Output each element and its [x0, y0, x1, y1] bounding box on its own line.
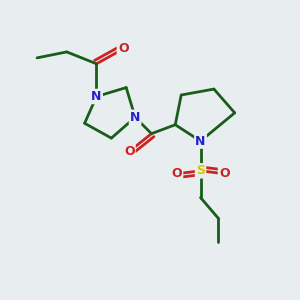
Text: O: O — [219, 167, 230, 180]
Text: S: S — [196, 164, 205, 177]
Text: N: N — [130, 111, 140, 124]
Text: N: N — [195, 135, 206, 148]
Text: N: N — [91, 90, 102, 103]
Text: O: O — [171, 167, 182, 180]
Text: O: O — [124, 145, 134, 158]
Text: O: O — [118, 42, 129, 56]
